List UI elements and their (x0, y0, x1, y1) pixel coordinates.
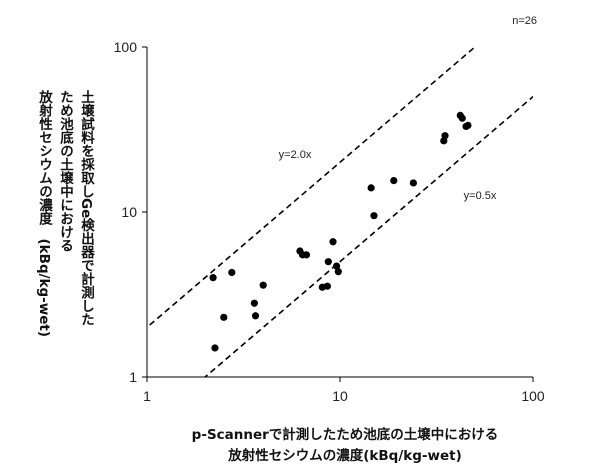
data-point (324, 258, 332, 266)
x-tick-label: 100 (521, 388, 545, 404)
y-tick-label: 10 (121, 204, 137, 220)
data-point (323, 282, 331, 290)
reference-line-label: y=2.0x (279, 149, 312, 161)
y-axis-title-line-3: 放射性セシウムの濃度 (kBq/kg-wet) (36, 90, 52, 338)
data-point (458, 114, 466, 122)
data-point (259, 281, 267, 289)
data-point (441, 132, 449, 140)
sample-count-annotation: n=26 (512, 15, 537, 27)
reference-line-0_5 (203, 95, 533, 377)
x-tick-label: 1 (143, 388, 151, 404)
data-point (228, 268, 236, 277)
x-tick-label: 10 (332, 388, 348, 404)
data-point (390, 176, 398, 185)
reference-line-label: y=0.5x (464, 190, 497, 202)
x-axis-title-line-2: 放射性セシウムの濃度(kBq/kg-wet) (228, 448, 462, 464)
y-axis-title-line-1: 土壌試料を採取しGe検出器で計測した (78, 90, 94, 327)
reference-line-2 (147, 47, 477, 329)
data-point (334, 268, 342, 276)
data-point (251, 312, 260, 320)
data-point (409, 179, 417, 187)
data-point (367, 184, 375, 192)
x-axis-title: p-Scannerで計測したため池底の土壌中における 放射性セシウムの濃度(kB… (150, 425, 540, 467)
y-tick-label: 100 (114, 39, 138, 55)
x-axis-title-line-1: p-Scannerで計測したため池底の土壌中における (191, 427, 499, 443)
data-point (250, 299, 258, 307)
data-point (209, 274, 217, 282)
data-point (332, 262, 341, 270)
data-point (220, 313, 228, 321)
data-point (370, 212, 378, 220)
data-point (211, 344, 219, 352)
y-axis-title-line-2: ため池底の土壌中における (57, 90, 73, 252)
y-axis-title: 土壌試料を採取しGe検出器で計測した ため池底の土壌中における 放射性セシウムの… (10, 90, 96, 390)
data-point (464, 121, 472, 129)
data-point (329, 238, 337, 246)
data-point (302, 251, 311, 259)
y-tick-label: 1 (129, 369, 137, 385)
